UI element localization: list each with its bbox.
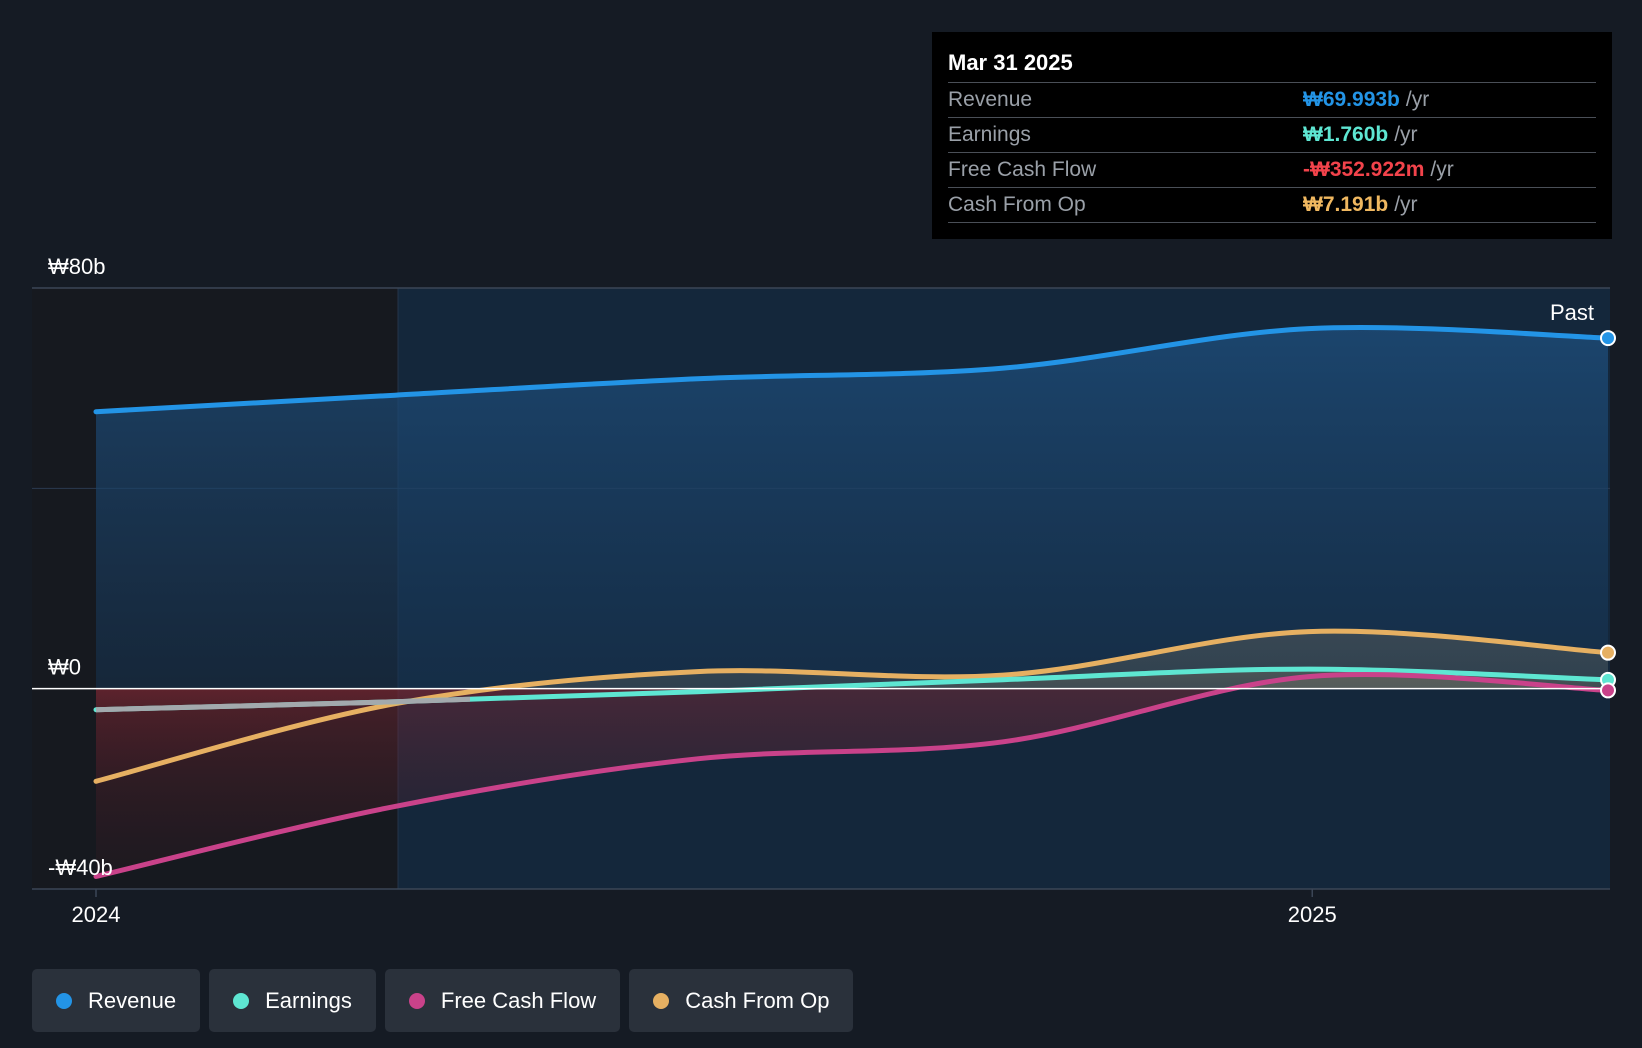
- tooltip-row: Revenue ₩69.993b/yr: [948, 82, 1596, 117]
- tooltip-row-label: Free Cash Flow: [948, 158, 1097, 181]
- series-lines: [93, 324, 1611, 879]
- legend-dot-icon: [653, 992, 670, 1009]
- negative-area: [96, 688, 1608, 782]
- tooltip-rows: Revenue ₩69.993b/yr Earnings ₩1.760b/yr Free…: [948, 82, 1596, 223]
- legend-item[interactable]: Free Cash Flow: [384, 969, 621, 1032]
- tooltip-date: Mar 31 2025: [948, 50, 1073, 75]
- series-line-revenue: [93, 324, 1611, 415]
- legend-label: Cash From Op: [685, 987, 830, 1013]
- legend-label: Free Cash Flow: [440, 987, 597, 1013]
- earnings-past-line: [95, 696, 470, 713]
- negative-area: [96, 688, 1608, 877]
- legend-dot-icon: [233, 992, 250, 1009]
- tooltip-row-value: ₩7.191b: [1303, 193, 1389, 216]
- end-markers: [1600, 330, 1616, 699]
- tooltip-row-value: ₩69.993b: [1303, 88, 1400, 111]
- tooltip-row-label: Cash From Op: [948, 193, 1086, 216]
- legend-label: Revenue: [88, 987, 177, 1013]
- legend-dot-icon: [408, 992, 425, 1009]
- end-marker-free-cash-flow: [1600, 682, 1616, 699]
- legend: Revenue Earnings Free Cash Flow Cash From O…: [32, 969, 854, 1032]
- end-marker-revenue: [1600, 330, 1616, 347]
- legend-item[interactable]: Earnings: [209, 969, 376, 1032]
- tooltip-row: Free Cash Flow -₩352.922m/yr: [948, 152, 1596, 187]
- legend-dot-icon: [56, 992, 72, 1009]
- y-tick-label: -₩40b: [48, 855, 113, 880]
- series-line-free-cash-flow: [93, 672, 1611, 879]
- tooltip-row-unit: /yr: [1394, 123, 1418, 146]
- legend-item[interactable]: Revenue: [32, 969, 201, 1032]
- legend-item[interactable]: Cash From Op: [629, 969, 854, 1032]
- tooltip-row-unit: /yr: [1405, 88, 1430, 111]
- tooltip-row: Earnings ₩1.760b/yr: [948, 117, 1596, 152]
- tooltip: Mar 31 2025 Revenue ₩69.993b/yr Earnings ₩1…: [932, 32, 1612, 239]
- x-tick-label: 2024: [72, 902, 121, 927]
- tooltip-row-label: Earnings: [948, 123, 1031, 146]
- past-label: Past: [1550, 300, 1594, 325]
- tooltip-row-unit: /yr: [1394, 193, 1418, 216]
- tooltip-row-unit: /yr: [1430, 158, 1454, 181]
- end-marker-cash-from-op: [1600, 644, 1616, 661]
- tooltip-row-value: ₩1.760b: [1303, 123, 1389, 146]
- tooltip-row-label: Revenue: [948, 88, 1033, 111]
- tooltip-row: Cash From Op ₩7.191b/yr: [948, 187, 1596, 223]
- series-line-cash-from-op: [93, 628, 1611, 784]
- y-tick-label: ₩0: [48, 655, 81, 680]
- x-tick-label: 2025: [1288, 902, 1337, 927]
- tooltip-row-value: -₩352.922m: [1303, 158, 1425, 181]
- y-tick-label: ₩80b: [48, 254, 105, 279]
- revenue-area: [96, 327, 1608, 689]
- axes: ₩80b ₩0 -₩40b 2024 2025 Past: [32, 254, 1610, 927]
- legend-label: Earnings: [265, 987, 352, 1013]
